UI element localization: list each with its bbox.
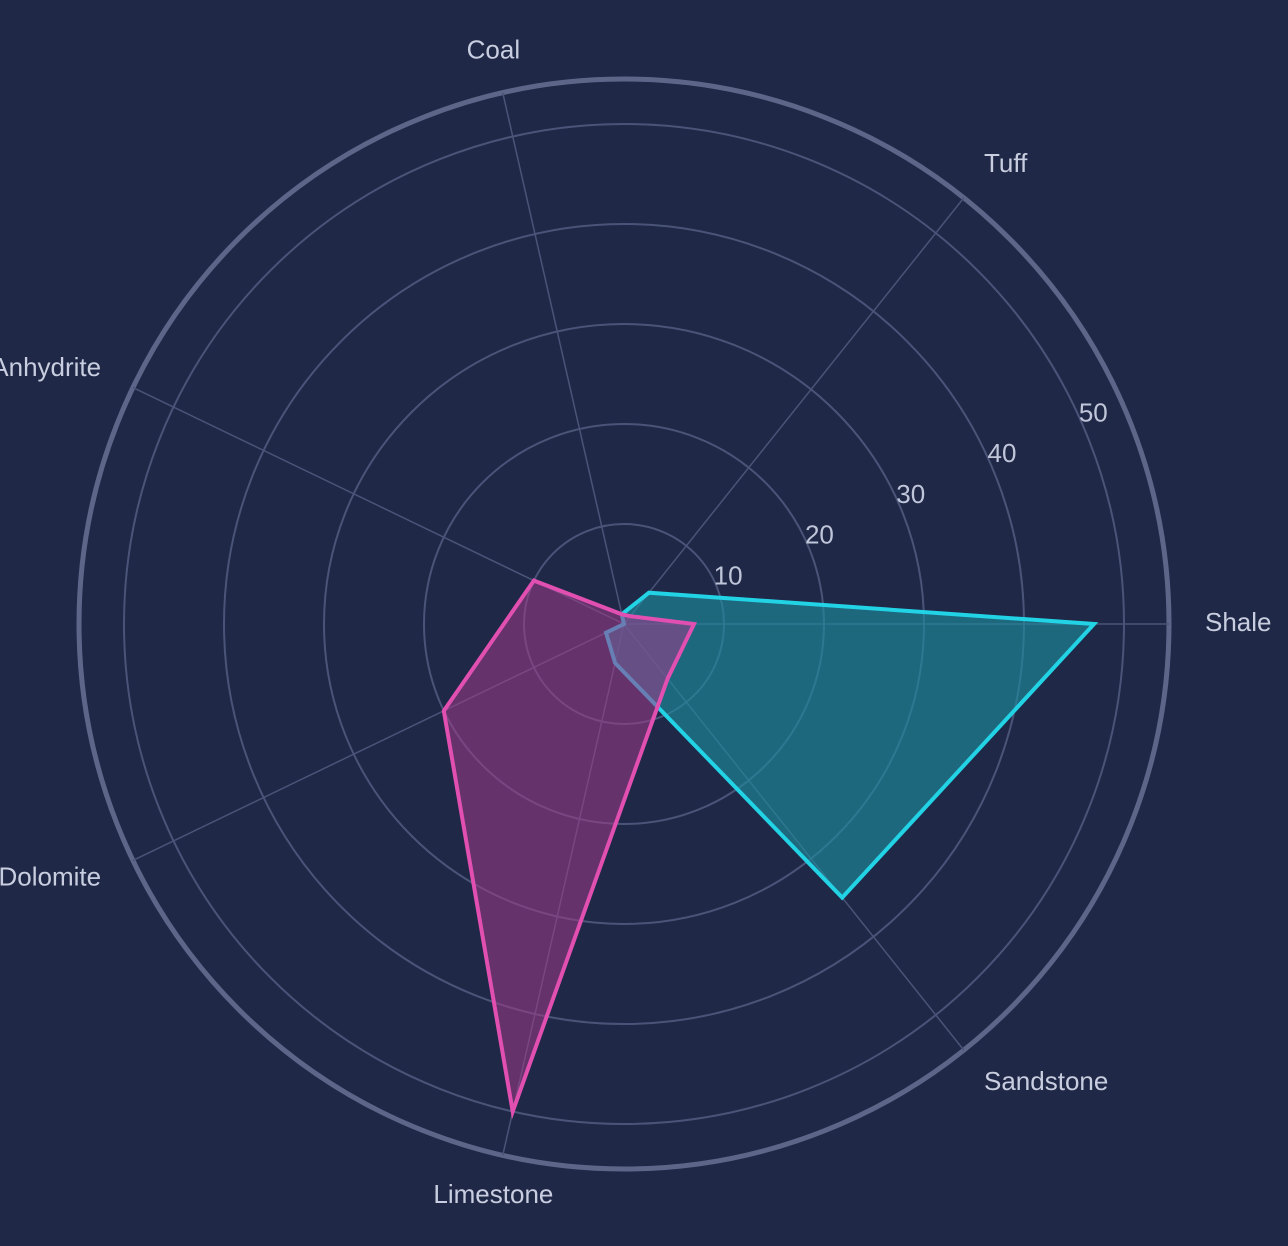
spoke-coal <box>501 92 625 625</box>
category-label-limestone: Limestone <box>433 1179 553 1209</box>
tick-label-50: 50 <box>1079 397 1108 427</box>
category-label-coal: Coal <box>467 35 520 65</box>
spoke-tuff <box>623 197 965 625</box>
series-2-area <box>441 578 698 1120</box>
tick-label-40: 40 <box>988 438 1017 468</box>
tick-label-30: 30 <box>896 479 925 509</box>
category-label-dolomite: Dolomite <box>0 862 101 892</box>
category-label-shale: Shale <box>1205 607 1272 637</box>
category-label-sandstone: Sandstone <box>984 1066 1108 1096</box>
series-layer <box>441 578 1099 1120</box>
category-label-anhydrite: Anhydrite <box>0 352 101 382</box>
tick-label-10: 10 <box>714 560 743 590</box>
category-label-layer: Shale Sandstone Limestone Dolomite Anhydrite… <box>0 35 1272 1210</box>
tick-label-20: 20 <box>805 520 834 550</box>
tick-layer: 10 20 30 40 50 <box>714 397 1108 590</box>
category-label-tuff: Tuff <box>984 148 1028 178</box>
